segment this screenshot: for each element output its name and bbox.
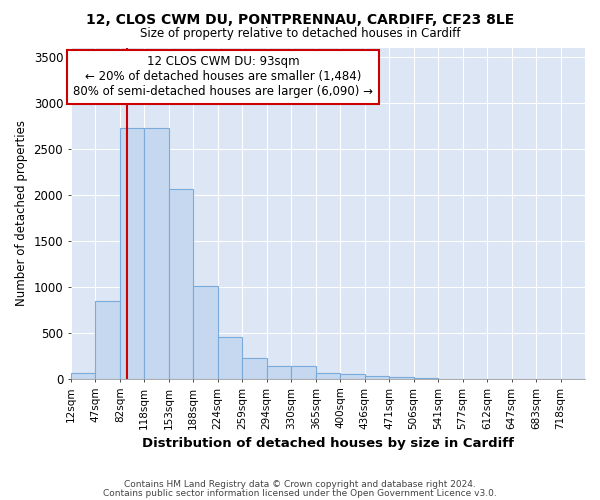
Text: Contains HM Land Registry data © Crown copyright and database right 2024.: Contains HM Land Registry data © Crown c… (124, 480, 476, 489)
Text: 12, CLOS CWM DU, PONTPRENNAU, CARDIFF, CF23 8LE: 12, CLOS CWM DU, PONTPRENNAU, CARDIFF, C… (86, 12, 514, 26)
Bar (291, 366, 316, 379)
Bar (95, 300, 120, 379)
Bar (365, 376, 389, 379)
Bar (71, 373, 95, 379)
Bar (266, 366, 291, 379)
Bar (389, 377, 413, 379)
Bar (144, 128, 169, 379)
Bar (316, 373, 340, 379)
Bar (193, 286, 218, 379)
Text: Size of property relative to detached houses in Cardiff: Size of property relative to detached ho… (140, 28, 460, 40)
Bar (218, 336, 242, 379)
Bar (120, 128, 144, 379)
Y-axis label: Number of detached properties: Number of detached properties (15, 120, 28, 306)
Text: Contains public sector information licensed under the Open Government Licence v3: Contains public sector information licen… (103, 488, 497, 498)
Text: 12 CLOS CWM DU: 93sqm
← 20% of detached houses are smaller (1,484)
80% of semi-d: 12 CLOS CWM DU: 93sqm ← 20% of detached … (73, 56, 373, 98)
Bar (242, 358, 266, 379)
Bar (340, 374, 365, 379)
Bar (169, 190, 193, 379)
X-axis label: Distribution of detached houses by size in Cardiff: Distribution of detached houses by size … (142, 437, 514, 450)
